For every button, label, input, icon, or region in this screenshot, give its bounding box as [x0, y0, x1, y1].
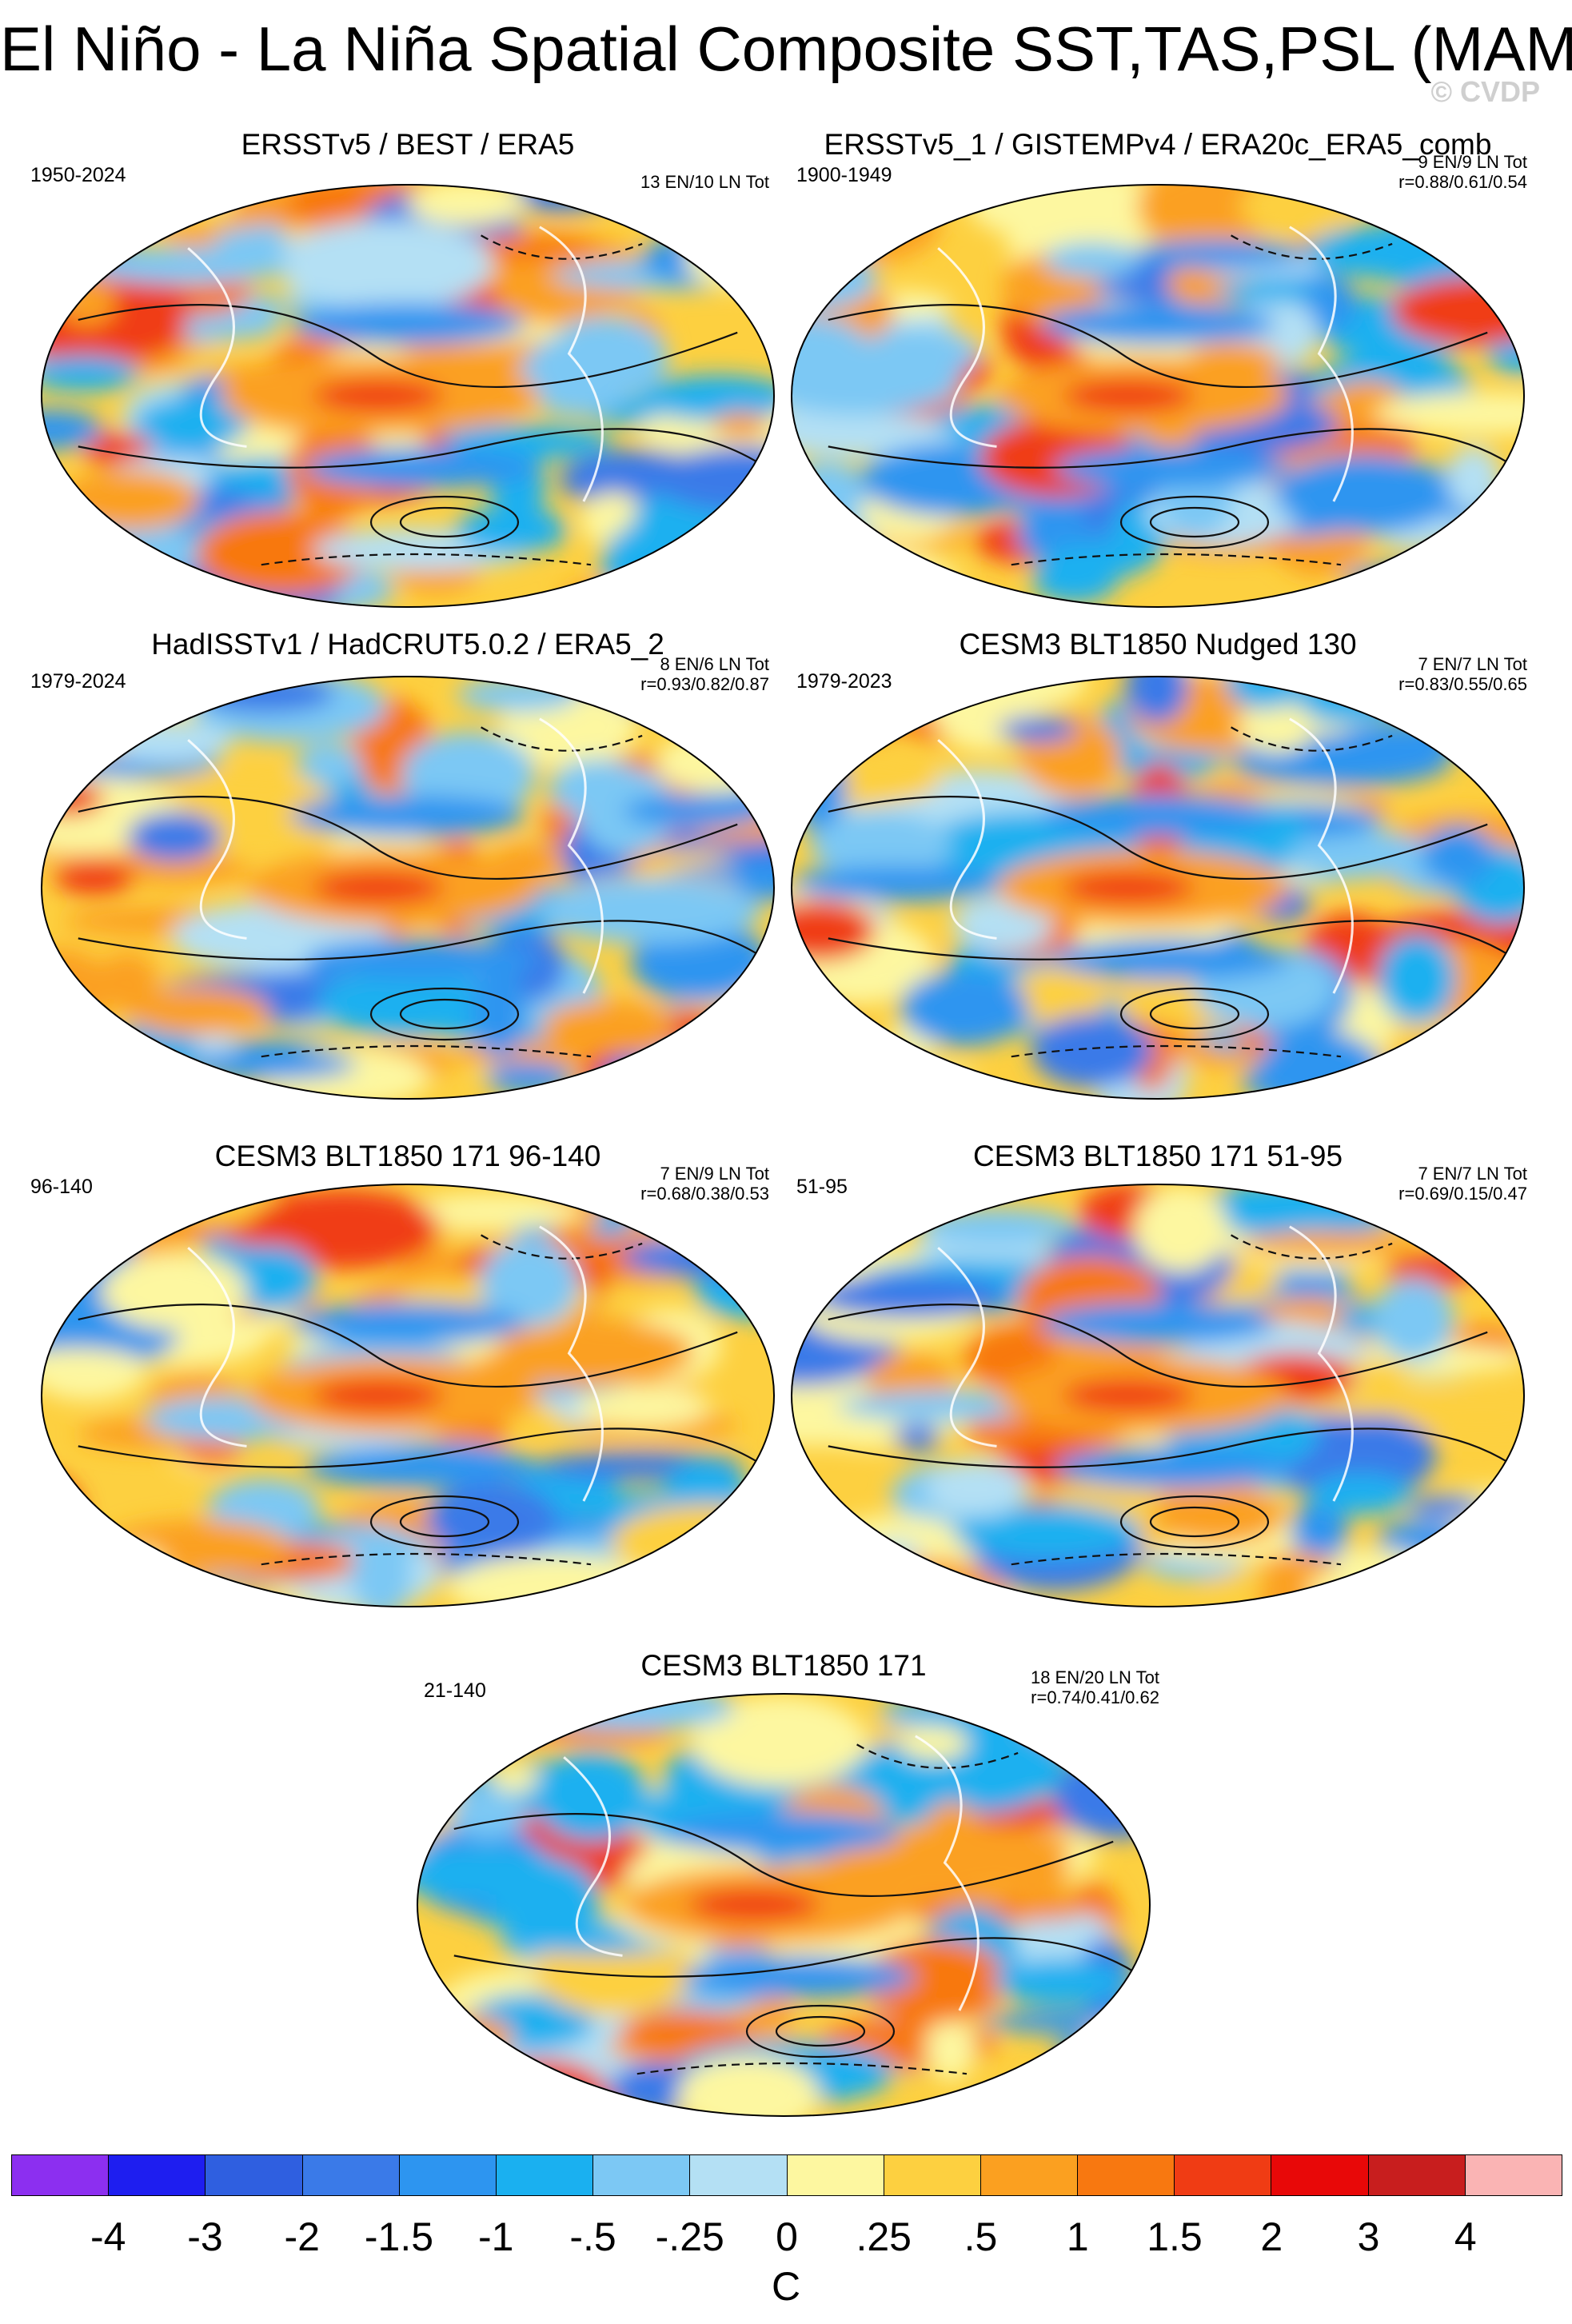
colorbar-tick-label: 0 [776, 2214, 798, 2259]
stats-count: 7 EN/7 LN Tot [1418, 654, 1527, 674]
panel-period: 96-140 [30, 1176, 93, 1198]
panel-stats: 8 EN/6 LN Tot r=0.93/0.82/0.87 [529, 654, 769, 695]
colorbar-unit: C [771, 2264, 801, 2309]
panel-title: HadISSTv1 / HadCRUT5.0.2 / ERA5_2 [151, 628, 664, 661]
colorbar-tick-label: 1 [1066, 2214, 1089, 2259]
colorbar-tick-label: -1.5 [364, 2214, 434, 2259]
colorbar-tick-label: 1.5 [1147, 2214, 1203, 2259]
panel-title: CESM3 BLT1850 Nudged 130 [959, 628, 1357, 661]
panel-stats: 13 EN/10 LN Tot [529, 172, 769, 192]
colorbar-swatch [12, 2155, 110, 2195]
stats-count: 7 EN/7 LN Tot [1418, 1164, 1527, 1184]
colorbar [11, 2154, 1562, 2196]
colorbar-swatch [302, 2155, 400, 2195]
panel-title: CESM3 BLT1850 171 [640, 1649, 927, 1682]
stats-count: 13 EN/10 LN Tot [640, 172, 769, 192]
colorbar-swatch [884, 2155, 981, 2195]
stats-correlation: r=0.69/0.15/0.47 [1398, 1184, 1527, 1204]
panel-title: ERSSTv5 / BEST / ERA5 [241, 128, 575, 161]
colorbar-swatch [980, 2155, 1079, 2195]
panel-stats: 18 EN/20 LN Tot r=0.74/0.41/0.62 [920, 1667, 1159, 1708]
colorbar-swatch [1368, 2155, 1466, 2195]
stats-count: 9 EN/9 LN Tot [1418, 152, 1527, 172]
colorbar-swatch [109, 2155, 206, 2195]
panel-title: ERSSTv5_1 / GISTEMPv4 / ERA20c_ERA5_comb [824, 128, 1492, 161]
panel-title: CESM3 BLT1850 171 96-140 [214, 1140, 601, 1172]
stats-count: 7 EN/9 LN Tot [660, 1164, 769, 1184]
stats-correlation: r=0.68/0.38/0.53 [640, 1184, 769, 1204]
colorbar-tick-label: -3 [187, 2214, 223, 2259]
colorbar-tick-label: -1 [478, 2214, 514, 2259]
world-map-panel [41, 676, 775, 1100]
panel-title: CESM3 BLT1850 171 51-95 [972, 1140, 1343, 1172]
colorbar-swatch [1175, 2155, 1272, 2195]
world-map-panel [41, 184, 775, 608]
colorbar-swatch [690, 2155, 788, 2195]
stats-correlation: r=0.74/0.41/0.62 [1031, 1687, 1159, 1708]
colorbar-swatch [593, 2155, 691, 2195]
panel-stats: 9 EN/9 LN Tot r=0.88/0.61/0.54 [1287, 152, 1527, 193]
colorbar-swatch [1078, 2155, 1175, 2195]
colorbar-tick-label: 4 [1454, 2214, 1477, 2259]
world-map-panel [417, 1693, 1151, 2117]
colorbar-tick-label: .5 [964, 2214, 998, 2259]
panel-stats: 7 EN/9 LN Tot r=0.68/0.38/0.53 [529, 1164, 769, 1204]
panel-period: 1900-1949 [796, 164, 892, 186]
colorbar-swatch [205, 2155, 303, 2195]
panel-stats: 7 EN/7 LN Tot r=0.83/0.55/0.65 [1287, 654, 1527, 695]
stats-count: 18 EN/20 LN Tot [1030, 1667, 1159, 1687]
stats-count: 8 EN/6 LN Tot [660, 654, 769, 674]
colorbar-tick-label: -2 [284, 2214, 320, 2259]
stats-correlation: r=0.88/0.61/0.54 [1398, 172, 1527, 193]
panel-period: 1979-2023 [796, 670, 892, 693]
world-map-panel [791, 676, 1525, 1100]
colorbar-tick-label: .25 [856, 2214, 912, 2259]
colorbar-swatch [1465, 2155, 1562, 2195]
colorbar-swatch [1271, 2155, 1369, 2195]
panel-stats: 7 EN/7 LN Tot r=0.69/0.15/0.47 [1287, 1164, 1527, 1204]
colorbar-tick-label: -4 [90, 2214, 126, 2259]
colorbar-swatch [399, 2155, 497, 2195]
colorbar-swatch [496, 2155, 594, 2195]
colorbar-tick-label: 3 [1357, 2214, 1380, 2259]
colorbar-tick-label: -.25 [655, 2214, 724, 2259]
colorbar-tick-label: -.5 [569, 2214, 616, 2259]
panel-period: 51-95 [796, 1176, 848, 1198]
stats-correlation: r=0.83/0.55/0.65 [1398, 674, 1527, 695]
world-map-panel [791, 184, 1525, 608]
panel-period: 1950-2024 [30, 164, 126, 186]
panel-period: 21-140 [424, 1679, 486, 1702]
world-map-panel [41, 1184, 775, 1607]
cvdp-watermark: © CVDP [1430, 75, 1540, 108]
stats-correlation: r=0.93/0.82/0.87 [640, 674, 769, 695]
world-map-panel [791, 1184, 1525, 1607]
panel-period: 1979-2024 [30, 670, 126, 693]
colorbar-swatch [787, 2155, 884, 2195]
figure-title: El Niño - La Niña Spatial Composite SST,… [0, 14, 1572, 84]
colorbar-tick-label: 2 [1260, 2214, 1283, 2259]
